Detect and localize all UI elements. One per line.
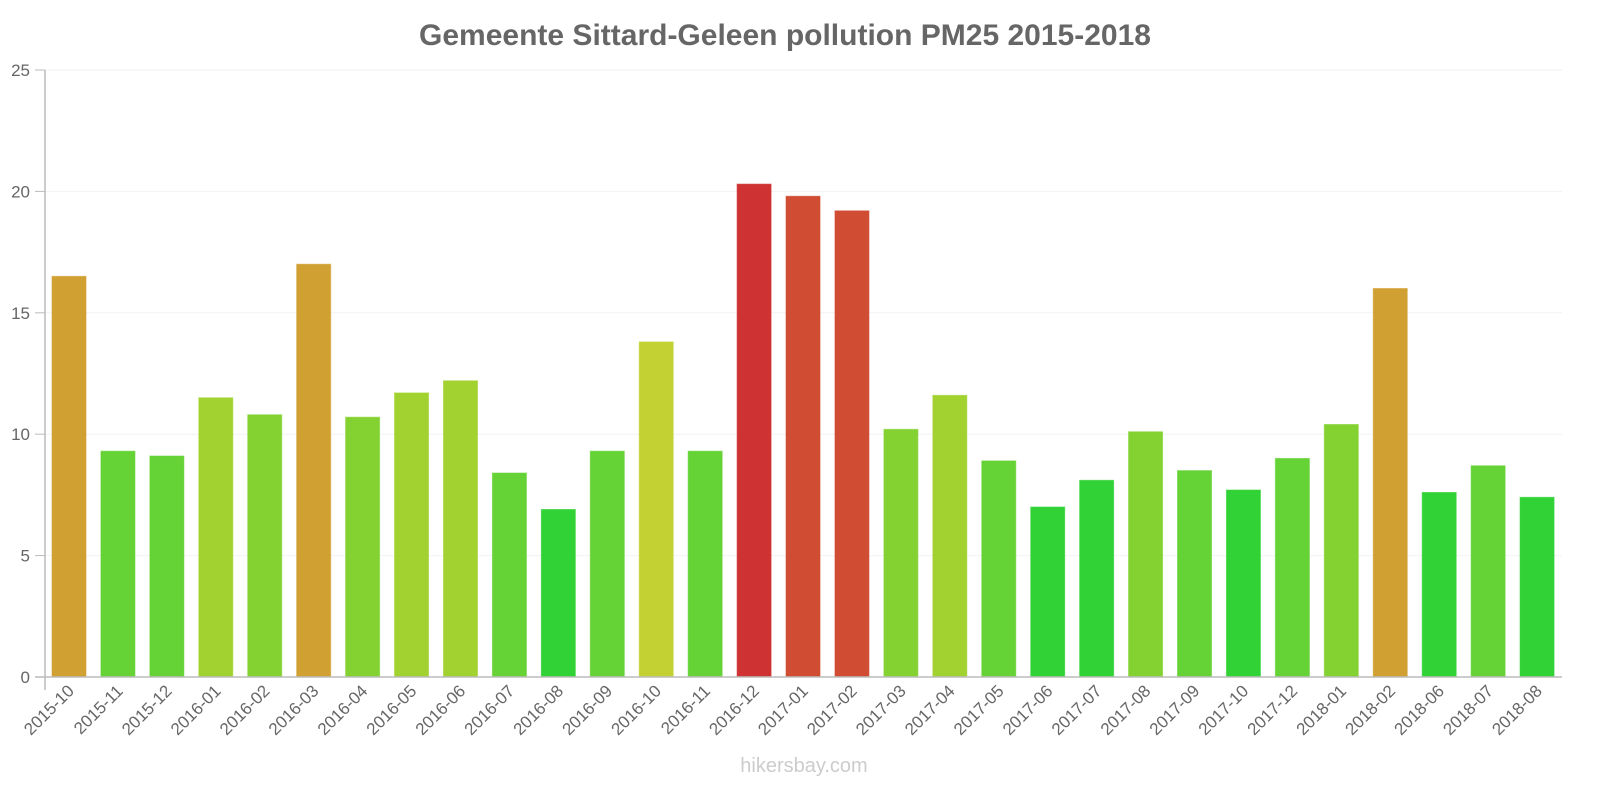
x-tick-label: 2017-08 [1097, 681, 1155, 739]
bar-2016-10[interactable] [638, 341, 674, 678]
x-tick-label: 2017-06 [999, 681, 1057, 739]
x-tick-label: 2017-12 [1244, 681, 1302, 739]
x-tick-label: 2017-05 [950, 681, 1008, 739]
bar-2018-07[interactable] [1470, 465, 1506, 678]
bar-2017-05[interactable] [981, 460, 1017, 678]
x-tick-label: 2017-04 [901, 681, 959, 739]
x-tick-label: 2017-09 [1146, 681, 1204, 739]
bar-2016-11[interactable] [687, 450, 723, 678]
x-tick-label: 2016-09 [559, 681, 617, 739]
x-tick-label: 2016-10 [608, 681, 666, 739]
y-axis: 0 5 10 15 20 25 [11, 61, 45, 687]
x-tick-label: 2017-01 [754, 681, 812, 739]
y-tick-label: 20 [11, 182, 30, 201]
x-tick-label: 2016-04 [314, 681, 372, 739]
x-tick-label: 2015-12 [118, 681, 176, 739]
x-tick-label: 2016-02 [216, 681, 274, 739]
bar-2017-10[interactable] [1225, 489, 1261, 678]
x-tick-label: 2018-01 [1293, 681, 1351, 739]
bar-2017-12[interactable] [1274, 457, 1310, 678]
bar-2017-04[interactable] [932, 394, 968, 678]
x-tick-label: 2016-11 [657, 681, 714, 738]
bar-2017-01[interactable] [785, 195, 821, 678]
x-tick-label: 2016-07 [461, 681, 519, 739]
x-tick-label: 2016-06 [412, 681, 470, 739]
x-tick-label: 2017-10 [1195, 681, 1253, 739]
bar-2016-02[interactable] [247, 414, 283, 678]
bar-2016-04[interactable] [345, 416, 381, 678]
y-tick-label: 0 [21, 668, 30, 687]
chart-title: Gemeente Sittard-Geleen pollution PM25 2… [419, 19, 1151, 52]
bar-2016-05[interactable] [394, 392, 430, 678]
x-tick-label: 2016-01 [167, 681, 225, 739]
bar-2016-06[interactable] [442, 380, 478, 678]
x-tick-label: 2018-02 [1342, 681, 1400, 739]
x-tick-label: 2016-12 [705, 681, 763, 739]
x-axis: 2015-102015-112015-122016-012016-022016-… [20, 681, 1546, 739]
bar-2016-12[interactable] [736, 183, 772, 678]
bar-2016-01[interactable] [198, 397, 234, 678]
bar-2015-10[interactable] [51, 275, 87, 678]
bar-2016-07[interactable] [491, 472, 527, 678]
x-tick-label: 2015-10 [20, 681, 78, 739]
bar-2018-02[interactable] [1372, 288, 1408, 678]
bar-2016-09[interactable] [589, 450, 625, 678]
watermark: hikersbay.com [740, 755, 867, 777]
bars [51, 183, 1555, 678]
bar-2018-01[interactable] [1323, 423, 1359, 678]
y-tick-label: 10 [11, 425, 30, 444]
x-tick-label: 2017-02 [803, 681, 861, 739]
x-tick-label: 2015-11 [70, 681, 127, 738]
y-tick-label: 5 [21, 547, 30, 566]
x-tick-label: 2016-05 [363, 681, 421, 739]
bar-2017-09[interactable] [1177, 470, 1213, 678]
x-tick-label: 2018-08 [1488, 681, 1546, 739]
bar-2015-12[interactable] [149, 455, 185, 678]
y-tick-label: 15 [11, 304, 30, 323]
x-tick-label: 2018-06 [1390, 681, 1448, 739]
x-tick-label: 2016-03 [265, 681, 323, 739]
bar-2016-03[interactable] [296, 263, 332, 678]
bar-2017-07[interactable] [1079, 479, 1115, 678]
bar-2017-08[interactable] [1128, 431, 1164, 678]
bar-2017-02[interactable] [834, 210, 870, 678]
bar-2018-08[interactable] [1519, 496, 1555, 678]
bar-2017-03[interactable] [883, 428, 919, 678]
bar-2018-06[interactable] [1421, 491, 1457, 678]
bar-2015-11[interactable] [100, 450, 136, 678]
x-tick-label: 2017-03 [852, 681, 910, 739]
x-tick-label: 2016-08 [510, 681, 568, 739]
bar-2017-06[interactable] [1030, 506, 1066, 678]
x-tick-label: 2017-07 [1048, 681, 1106, 739]
y-tick-label: 25 [11, 61, 30, 80]
x-tick-label: 2018-07 [1439, 681, 1497, 739]
bar-2016-08[interactable] [540, 508, 576, 678]
